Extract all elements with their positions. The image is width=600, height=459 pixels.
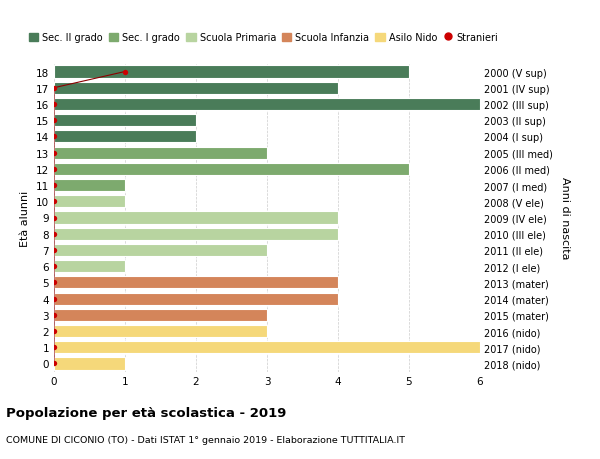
Bar (54, 115, 196, 127)
Point (49, 360, 59, 367)
Point (49, 150, 59, 157)
Y-axis label: Anni di nascita: Anni di nascita (560, 177, 570, 259)
Point (49, 117, 59, 124)
Bar (54, 196, 125, 208)
Bar (54, 293, 338, 305)
Bar (54, 212, 338, 224)
Bar (54, 99, 480, 111)
Point (49, 247, 59, 254)
Bar (54, 277, 338, 289)
Bar (54, 325, 267, 337)
Point (49, 230, 59, 238)
Point (49, 134, 59, 141)
Point (49, 166, 59, 173)
Bar (54, 179, 125, 192)
Bar (54, 358, 125, 370)
Bar (54, 228, 338, 240)
Bar (54, 147, 267, 159)
Legend: Sec. II grado, Sec. I grado, Scuola Primaria, Scuola Infanzia, Asilo Nido, Stran: Sec. II grado, Sec. I grado, Scuola Prim… (25, 29, 502, 47)
Point (49, 214, 59, 222)
Y-axis label: Età alunni: Età alunni (20, 190, 31, 246)
Bar (54, 309, 267, 321)
Bar (54, 163, 409, 175)
Bar (54, 83, 338, 95)
Point (49, 344, 59, 351)
Point (120, 69, 130, 76)
Text: Popolazione per età scolastica - 2019: Popolazione per età scolastica - 2019 (6, 406, 286, 419)
Point (49, 85, 59, 92)
Point (49, 182, 59, 189)
Text: COMUNE DI CICONIO (TO) - Dati ISTAT 1° gennaio 2019 - Elaborazione TUTTITALIA.IT: COMUNE DI CICONIO (TO) - Dati ISTAT 1° g… (6, 435, 405, 444)
Point (49, 279, 59, 286)
Point (49, 312, 59, 319)
Point (49, 101, 59, 108)
Bar (54, 341, 480, 353)
Bar (54, 66, 409, 78)
Bar (54, 131, 196, 143)
Point (49, 328, 59, 335)
Bar (54, 261, 125, 273)
Point (49, 295, 59, 302)
Point (49, 198, 59, 206)
Point (49, 263, 59, 270)
Bar (54, 244, 267, 257)
